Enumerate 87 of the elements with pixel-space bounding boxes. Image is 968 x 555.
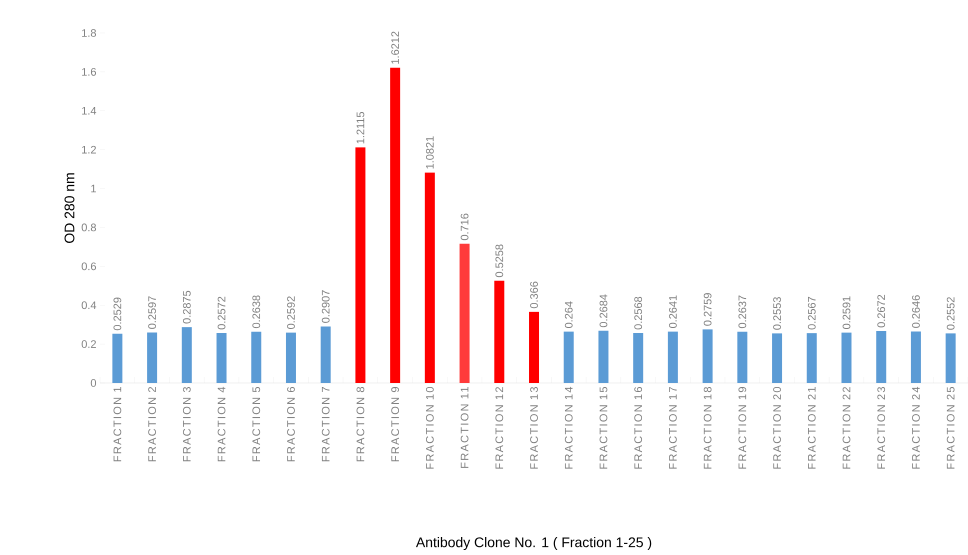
x-tick-label: FRACTION 5 xyxy=(252,386,260,462)
x-tick-label: FRACTION 16 xyxy=(634,387,642,469)
data-label: 0.2553 xyxy=(773,297,781,330)
data-label: 0.2592 xyxy=(287,296,295,329)
bar xyxy=(564,332,574,383)
bar xyxy=(147,332,158,383)
bar xyxy=(424,172,435,383)
x-tick-label: FRACTION 2 xyxy=(148,387,156,462)
data-label: 0.2637 xyxy=(738,296,746,328)
y-tick-label: 1.8 xyxy=(82,29,96,37)
bar xyxy=(946,333,956,383)
data-label: 0.2591 xyxy=(842,296,850,329)
bar xyxy=(390,68,400,383)
data-label: 1.2115 xyxy=(356,112,364,144)
y-tick-label: 0 xyxy=(90,379,96,387)
data-label: 0.5258 xyxy=(495,244,504,278)
bar xyxy=(460,244,470,383)
x-tick-label: FRACTION 9 xyxy=(391,387,400,462)
x-tick-label: FRACTION 20 xyxy=(773,386,781,469)
x-tick-label: FRACTION 23 xyxy=(877,387,886,469)
bar xyxy=(806,333,817,383)
bar xyxy=(182,327,192,383)
bar xyxy=(737,332,748,383)
y-tick-label: 1.2 xyxy=(82,146,96,154)
data-label: 0.2684 xyxy=(600,294,608,328)
data-label: 1.6212 xyxy=(391,32,400,64)
bar xyxy=(910,332,921,383)
data-label: 0.366 xyxy=(530,282,538,308)
x-tick-label: FRACTION 18 xyxy=(704,387,712,469)
x-tick-label: FRACTION 15 xyxy=(600,386,608,469)
bar xyxy=(876,331,886,383)
x-tick-label: FRACTION 3 xyxy=(182,387,191,462)
data-label: 0.2646 xyxy=(912,295,920,328)
x-tick-label: FRACTION 10 xyxy=(426,386,434,469)
bar xyxy=(251,332,262,383)
x-tick-label: FRACTION 7 xyxy=(322,387,330,462)
bar xyxy=(702,329,713,383)
x-tick-label: FRACTION 6 xyxy=(287,387,295,462)
y-axis-title: OD 280 nm xyxy=(64,173,74,243)
data-label: 0.2597 xyxy=(148,296,156,329)
bar xyxy=(529,312,540,383)
x-tick-label: FRACTION 1 xyxy=(114,387,122,462)
data-label: 0.2759 xyxy=(704,293,712,326)
bar xyxy=(668,332,678,383)
y-tick-label: 0.6 xyxy=(82,262,96,270)
data-label: 0.2672 xyxy=(877,294,886,328)
data-label: 0.2529 xyxy=(114,298,122,330)
data-label: 0.2875 xyxy=(182,290,191,324)
x-tick-label: FRACTION 12 xyxy=(495,387,504,469)
x-tick-label: FRACTION 19 xyxy=(738,387,746,469)
data-label: 1.0821 xyxy=(426,136,434,169)
x-tick-label: FRACTION 14 xyxy=(564,386,573,469)
x-tick-label: FRACTION 22 xyxy=(842,387,850,469)
bar xyxy=(216,332,227,383)
x-axis-title: Antibody Clone No. 1 ( Fraction 1-25 ) xyxy=(416,537,652,550)
data-label: 0.264 xyxy=(564,301,573,328)
x-tick-label: FRACTION 11 xyxy=(460,387,468,468)
data-label: 0.2907 xyxy=(322,290,330,323)
bar xyxy=(112,334,122,383)
bar xyxy=(772,333,782,383)
y-tick-label: 1.6 xyxy=(82,68,96,76)
data-label: 0.716 xyxy=(460,214,468,240)
x-tick-label: FRACTION 13 xyxy=(530,387,538,469)
data-label: 0.2568 xyxy=(634,296,642,330)
bar xyxy=(598,330,608,383)
data-label: 0.2552 xyxy=(946,297,955,330)
y-tick-label: 1 xyxy=(91,184,96,192)
x-tick-label: FRACTION 21 xyxy=(808,387,816,469)
x-tick-label: FRACTION 25 xyxy=(946,386,955,469)
bar xyxy=(633,333,644,383)
x-tick-label: FRACTION 17 xyxy=(669,387,677,469)
y-tick-label: 0.8 xyxy=(82,224,96,232)
bar xyxy=(286,332,296,383)
x-tick-label: FRACTION 24 xyxy=(912,386,920,469)
data-label: 0.2638 xyxy=(252,295,260,328)
bar xyxy=(494,280,504,383)
data-label: 0.2572 xyxy=(218,296,226,330)
y-tick-label: 0.4 xyxy=(82,301,96,310)
x-tick-label: FRACTION 4 xyxy=(218,386,226,462)
bar xyxy=(355,147,366,383)
x-tick-label: FRACTION 8 xyxy=(356,387,364,462)
y-tick-label: 0.2 xyxy=(82,340,96,348)
bar xyxy=(320,326,331,383)
bar xyxy=(841,332,852,383)
data-label: 0.2567 xyxy=(808,296,816,330)
data-label: 0.2641 xyxy=(669,295,677,328)
y-tick-label: 1.4 xyxy=(82,107,96,115)
